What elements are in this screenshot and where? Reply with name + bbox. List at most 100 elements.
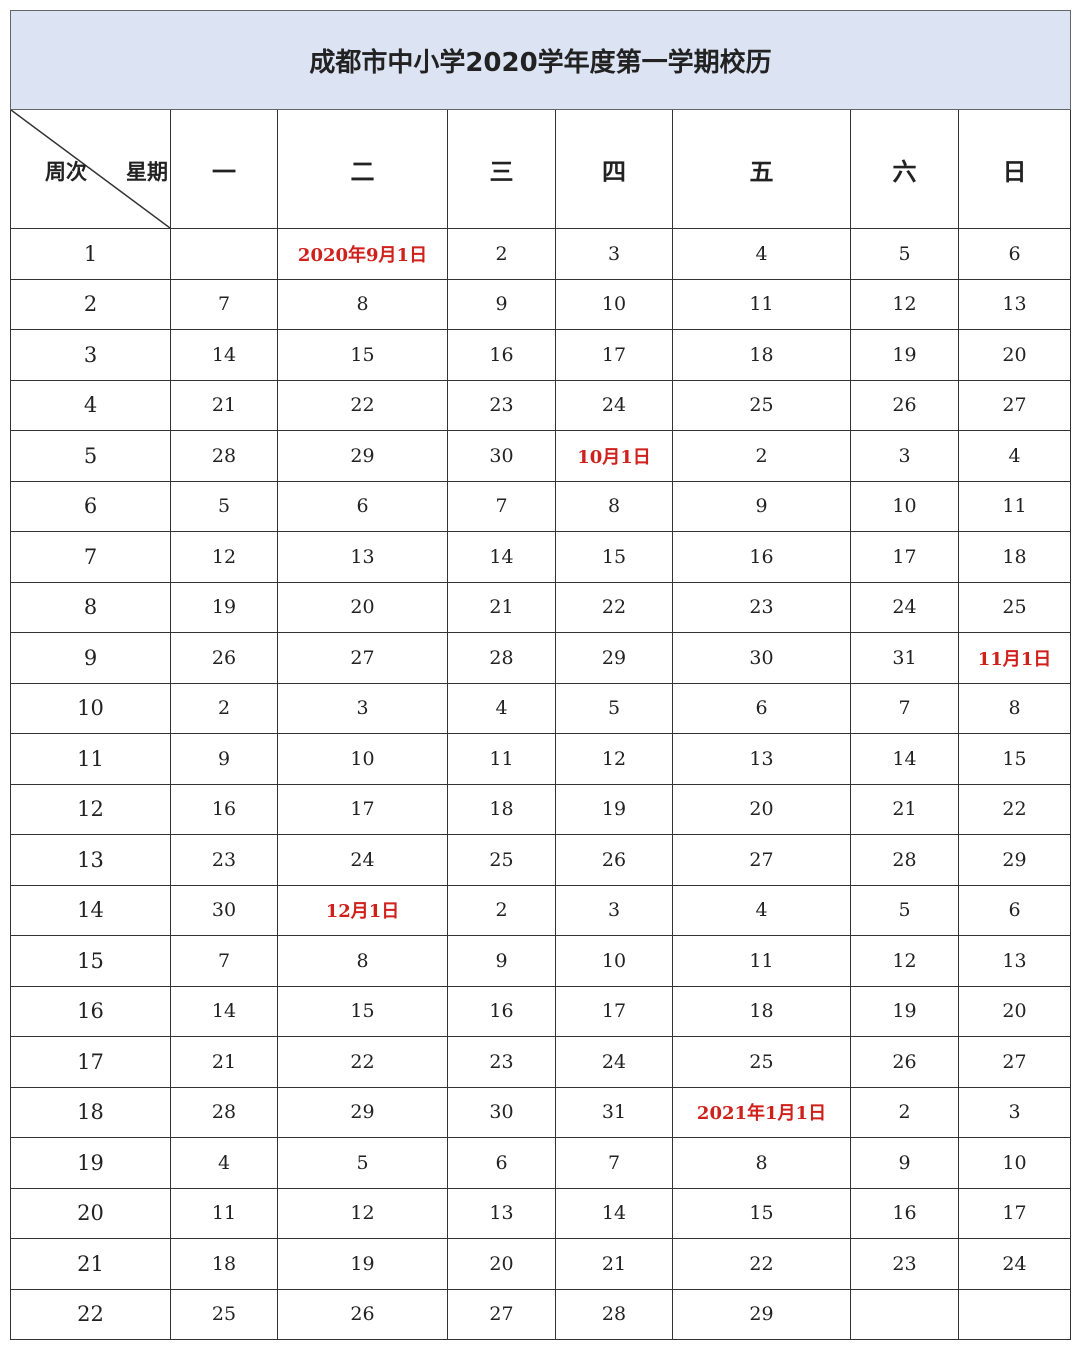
date-cell: 26 — [850, 379, 959, 431]
date-cell: 13 — [672, 733, 851, 785]
date-cell: 22 — [672, 1238, 851, 1290]
date-cell: 7 — [555, 1137, 673, 1189]
date-cell: 19 — [850, 329, 959, 381]
month-start-date-cell: 10月1日 — [555, 430, 673, 482]
table-row: 17 21 22 23 24 25 26 27 — [10, 1036, 1071, 1088]
table-row: 10 2 3 4 5 6 7 8 — [10, 682, 1071, 734]
week-number-cell: 7 — [10, 531, 171, 583]
date-cell: 15 — [555, 531, 673, 583]
date-cell: 7 — [170, 278, 278, 330]
date-cell: 11 — [170, 1187, 278, 1239]
date-cell: 24 — [555, 379, 673, 431]
date-cell: 7 — [447, 480, 556, 532]
date-cell: 10 — [958, 1137, 1071, 1189]
date-cell: 18 — [672, 985, 851, 1037]
date-cell: 8 — [672, 1137, 851, 1189]
date-cell: 6 — [277, 480, 448, 532]
date-cell: 16 — [447, 329, 556, 381]
date-cell: 16 — [170, 783, 278, 835]
week-number-cell: 15 — [10, 935, 171, 987]
table-row: 18 28 29 30 31 2021年1月1日 2 3 — [10, 1086, 1071, 1138]
date-cell: 17 — [958, 1187, 1071, 1239]
week-number-cell: 3 — [10, 329, 171, 381]
month-start-date-cell: 2020年9月1日 — [277, 228, 448, 280]
table-row: 8 19 20 21 22 23 24 25 — [10, 581, 1071, 633]
table-row: 16 14 15 16 17 18 19 20 — [10, 985, 1071, 1037]
calendar-title: 成都市中小学2020学年度第一学期校历 — [10, 10, 1071, 110]
date-cell: 31 — [555, 1086, 673, 1138]
week-number-cell: 17 — [10, 1036, 171, 1088]
date-cell: 27 — [958, 1036, 1071, 1088]
date-cell: 3 — [958, 1086, 1071, 1138]
table-row: 21 18 19 20 21 22 23 24 — [10, 1238, 1071, 1290]
date-cell: 18 — [672, 329, 851, 381]
date-cell: 19 — [850, 985, 959, 1037]
date-cell: 28 — [555, 1288, 673, 1340]
week-number-cell: 8 — [10, 581, 171, 633]
date-cell: 5 — [277, 1137, 448, 1189]
date-cell: 15 — [277, 985, 448, 1037]
date-cell: 26 — [170, 632, 278, 684]
table-row: 19 4 5 6 7 8 9 10 — [10, 1137, 1071, 1189]
date-cell: 28 — [170, 430, 278, 482]
date-cell: 23 — [447, 1036, 556, 1088]
table-row: 22 25 26 27 28 29 — [10, 1288, 1071, 1340]
date-cell: 21 — [555, 1238, 673, 1290]
date-cell: 12 — [850, 278, 959, 330]
date-cell: 13 — [958, 935, 1071, 987]
date-cell: 21 — [447, 581, 556, 633]
school-calendar-table: 成都市中小学2020学年度第一学期校历 周次 星期 一二三四五六日 1 2020年… — [10, 10, 1071, 1340]
date-cell: 9 — [447, 935, 556, 987]
date-cell: 4 — [672, 228, 851, 280]
date-cell: 3 — [850, 430, 959, 482]
date-cell: 16 — [672, 531, 851, 583]
table-row: 5 28 29 30 10月1日 2 3 4 — [10, 430, 1071, 482]
date-cell: 19 — [555, 783, 673, 835]
date-cell: 27 — [277, 632, 448, 684]
date-cell: 7 — [170, 935, 278, 987]
date-cell — [958, 1288, 1071, 1340]
date-cell: 14 — [447, 531, 556, 583]
date-cell: 28 — [447, 632, 556, 684]
date-cell: 14 — [170, 329, 278, 381]
week-number-cell: 19 — [10, 1137, 171, 1189]
date-cell: 21 — [170, 379, 278, 431]
date-cell: 9 — [850, 1137, 959, 1189]
date-cell: 4 — [170, 1137, 278, 1189]
date-cell: 13 — [277, 531, 448, 583]
date-cell: 27 — [447, 1288, 556, 1340]
table-row: 3 14 15 16 17 18 19 20 — [10, 329, 1071, 381]
weekday-header-3: 三 — [447, 109, 556, 229]
date-cell: 10 — [555, 278, 673, 330]
date-cell: 17 — [555, 329, 673, 381]
date-cell: 25 — [170, 1288, 278, 1340]
date-cell: 4 — [958, 430, 1071, 482]
table-row: 14 30 12月1日 2 3 4 5 6 — [10, 884, 1071, 936]
date-cell: 10 — [277, 733, 448, 785]
date-cell: 23 — [447, 379, 556, 431]
week-number-cell: 14 — [10, 884, 171, 936]
date-cell: 30 — [672, 632, 851, 684]
date-cell: 18 — [447, 783, 556, 835]
date-cell: 18 — [958, 531, 1071, 583]
date-cell: 24 — [555, 1036, 673, 1088]
week-number-cell: 5 — [10, 430, 171, 482]
date-cell: 3 — [555, 228, 673, 280]
date-cell: 3 — [555, 884, 673, 936]
date-cell: 5 — [170, 480, 278, 532]
date-cell: 25 — [447, 834, 556, 886]
date-cell: 27 — [672, 834, 851, 886]
date-cell: 3 — [277, 682, 448, 734]
weekday-header-6: 六 — [850, 109, 959, 229]
date-cell: 4 — [672, 884, 851, 936]
date-cell: 14 — [850, 733, 959, 785]
date-cell: 25 — [958, 581, 1071, 633]
date-cell: 10 — [555, 935, 673, 987]
date-cell: 22 — [555, 581, 673, 633]
date-cell: 26 — [277, 1288, 448, 1340]
date-cell: 15 — [277, 329, 448, 381]
date-cell: 5 — [850, 884, 959, 936]
date-cell: 17 — [277, 783, 448, 835]
date-cell: 30 — [447, 430, 556, 482]
date-cell: 5 — [555, 682, 673, 734]
